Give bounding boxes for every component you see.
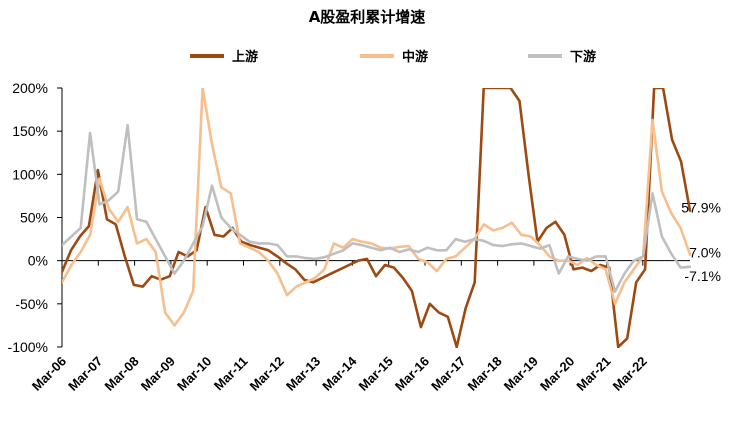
- legend-item-downstream: 下游: [528, 46, 596, 65]
- x-tick-label: Mar-19: [501, 354, 541, 394]
- legend-label-midstream: 中游: [402, 50, 429, 65]
- x-tick-label: Mar-11: [211, 354, 251, 394]
- labels-layer: 57.9% 7.0% -7.1%: [681, 200, 721, 284]
- series-line-2: [62, 123, 692, 294]
- legend: 上游 中游 下游: [190, 46, 650, 66]
- legend-swatch-downstream: [528, 53, 562, 58]
- series-end-label-1: 7.0%: [689, 245, 721, 261]
- y-tick-label: 0%: [28, 253, 48, 269]
- axes: -100%-50%0%50%100%150%200%Mar-06Mar-07Ma…: [8, 80, 690, 394]
- series-layer: [62, 88, 692, 348]
- series-end-label-2: -7.1%: [684, 268, 721, 284]
- chart-title: A股盈利累计增速: [308, 8, 426, 26]
- x-tick-label: Mar-10: [174, 354, 214, 394]
- x-tick-label: Mar-18: [464, 354, 504, 394]
- series-line-1: [62, 88, 692, 327]
- y-tick-label: -100%: [8, 339, 48, 355]
- x-tick-label: Mar-16: [392, 354, 432, 394]
- legend-swatch-upstream: [190, 53, 224, 58]
- legend-label-upstream: 上游: [232, 50, 259, 65]
- y-tick-label: 100%: [12, 166, 48, 182]
- y-tick-label: 50%: [20, 210, 48, 226]
- x-tick-label: Mar-17: [428, 354, 468, 394]
- x-tick-label: Mar-20: [537, 354, 577, 394]
- x-tick-label: Mar-15: [356, 354, 396, 394]
- series-line-0: [62, 88, 692, 348]
- legend-swatch-midstream: [360, 53, 394, 58]
- y-tick-label: 150%: [12, 123, 48, 139]
- y-tick-label: -50%: [15, 296, 48, 312]
- x-tick-label: Mar-22: [610, 354, 650, 394]
- x-tick-label: Mar-09: [138, 354, 178, 394]
- legend-item-upstream: 上游: [190, 46, 258, 65]
- y-tick-label: 200%: [12, 80, 48, 96]
- x-tick-label: Mar-08: [101, 354, 141, 394]
- legend-item-midstream: 中游: [360, 46, 428, 65]
- x-tick-label: Mar-13: [283, 354, 323, 394]
- series-end-label-0: 57.9%: [681, 200, 721, 216]
- x-tick-label: Mar-21: [573, 354, 613, 394]
- x-tick-label: Mar-14: [319, 353, 360, 394]
- legend-label-downstream: 下游: [570, 50, 597, 65]
- x-tick-label: Mar-12: [247, 354, 287, 394]
- x-tick-label: Mar-07: [65, 354, 105, 394]
- x-tick-label: Mar-06: [29, 354, 69, 394]
